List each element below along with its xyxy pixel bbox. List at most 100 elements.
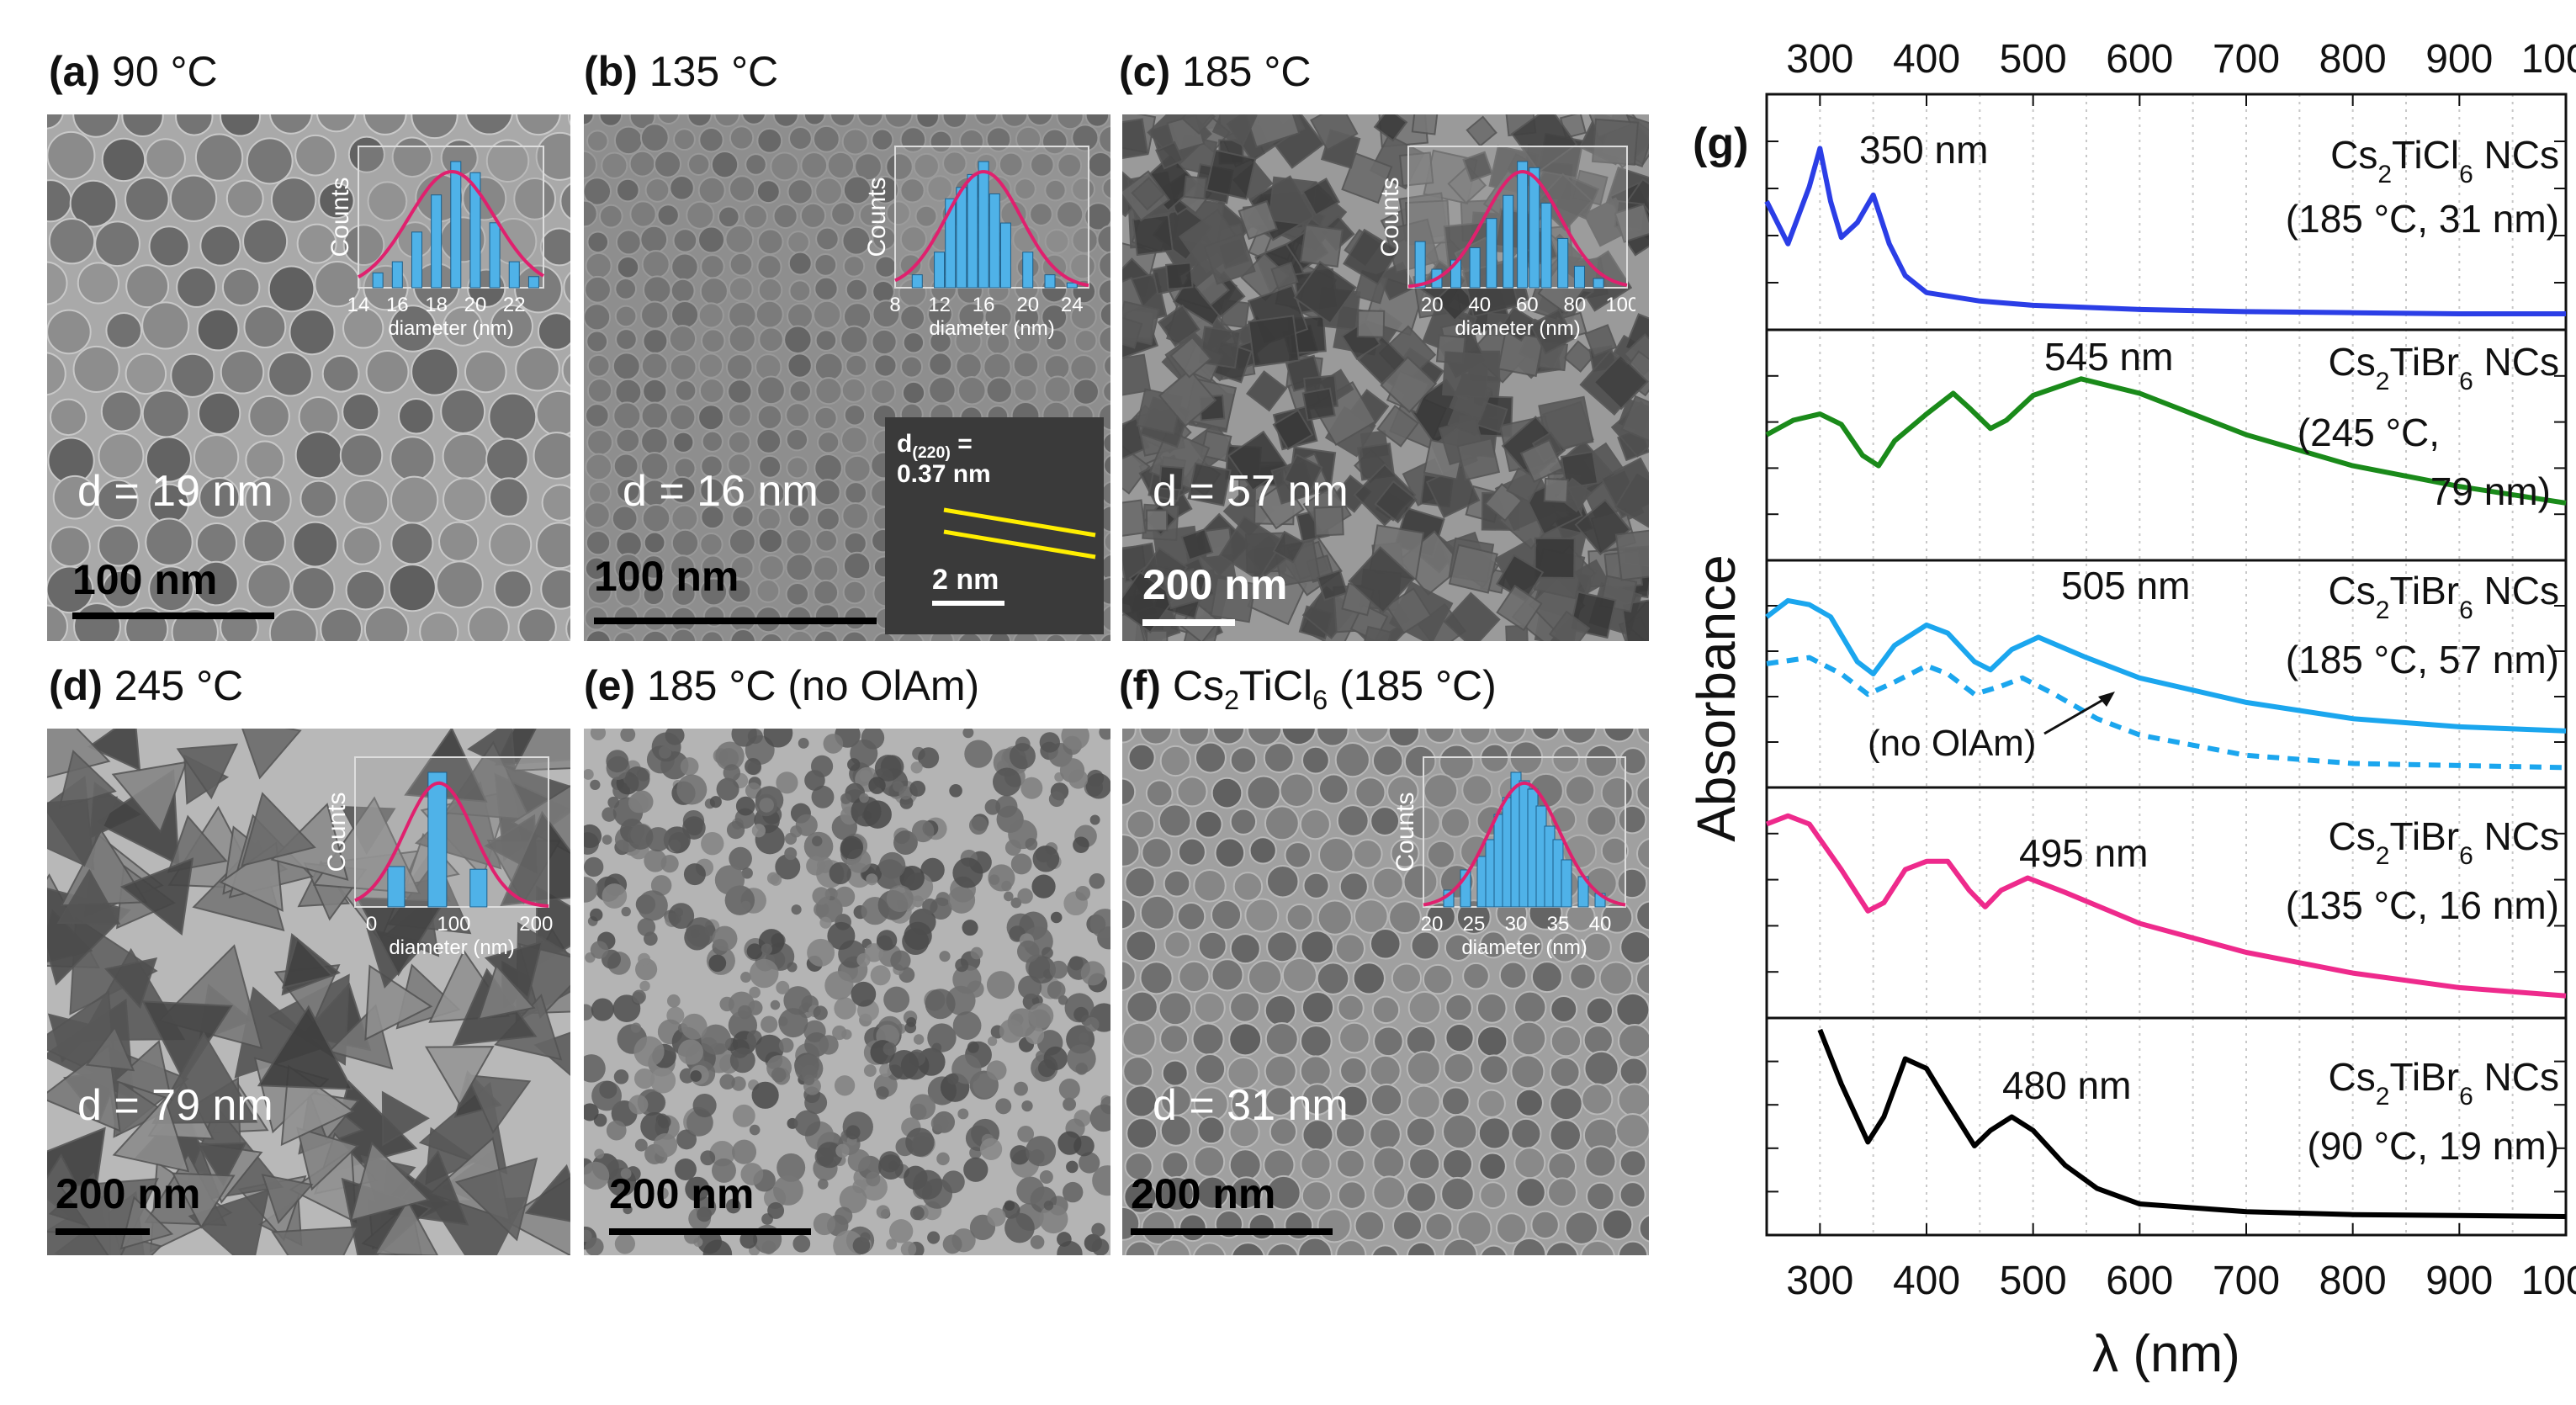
particle: [465, 114, 513, 135]
particle: [1178, 729, 1210, 746]
particle: [197, 1142, 247, 1187]
particle-field: [47, 114, 570, 641]
panel-c-diameter-label: d = 57 nm: [1153, 467, 1349, 516]
particle: [1126, 1117, 1158, 1150]
particle: [1480, 743, 1510, 773]
particle: [1301, 178, 1341, 216]
particle: [1586, 1181, 1615, 1211]
particle: [585, 629, 612, 641]
particle: [1165, 262, 1194, 290]
particle: [732, 1104, 755, 1127]
particle: [818, 1179, 829, 1190]
particle: [628, 824, 654, 850]
x-tick-bottom: 600: [2106, 1259, 2173, 1303]
particle: [662, 1050, 676, 1064]
histogram-bar: [978, 161, 989, 289]
particle: [786, 629, 814, 641]
particle: [1211, 114, 1258, 146]
particle: [835, 886, 856, 907]
particle: [246, 137, 294, 185]
particle: [851, 981, 877, 1007]
particle: [1045, 328, 1068, 352]
particle: [644, 178, 671, 203]
particle: [1462, 151, 1493, 183]
particle: [615, 427, 641, 453]
particle: [493, 570, 533, 608]
particle: [225, 179, 264, 218]
particle: [669, 403, 697, 432]
histogram-tick: 40: [1589, 913, 1612, 936]
x-tick-top: 700: [2213, 37, 2280, 82]
particle: [1354, 729, 1390, 744]
particle: [47, 114, 64, 130]
particle: [584, 1161, 610, 1190]
histogram-bar: [489, 222, 501, 289]
histogram-bar: [469, 868, 488, 908]
particle: [834, 1206, 853, 1225]
particle: [840, 426, 868, 454]
panel-e-letter: (e): [584, 662, 636, 709]
histogram-ylabel: Counts: [323, 792, 351, 872]
histogram-bar: [387, 866, 405, 908]
histogram-bar: [1573, 265, 1585, 289]
particle: [299, 480, 338, 518]
particle: [1354, 777, 1386, 809]
particle: [639, 123, 670, 152]
particle: [840, 835, 864, 859]
particle: [1279, 772, 1315, 808]
particle: [77, 262, 119, 305]
particle: [389, 305, 437, 353]
panel-c-temp: 185 °C: [1182, 48, 1312, 95]
histogram-bar: [1469, 247, 1481, 289]
particle: [1337, 1180, 1367, 1210]
particle: [1476, 993, 1508, 1024]
particle: [1089, 1104, 1110, 1132]
particle: [1316, 962, 1350, 995]
particle: [1047, 980, 1066, 999]
particle: [812, 300, 842, 330]
histogram-bar: [508, 261, 520, 289]
particle: [1456, 899, 1492, 935]
particle: [1284, 1211, 1314, 1240]
particle: [1066, 1160, 1079, 1174]
panel-b-dspacing-value: 0.37 nm: [897, 460, 991, 489]
panel-a-title: (a) 90 °C: [49, 50, 218, 93]
particle: [1131, 177, 1165, 211]
particle: [1440, 1086, 1471, 1116]
particle: [1211, 729, 1246, 745]
particle: [98, 524, 140, 567]
particle: [1079, 1152, 1100, 1174]
particle: [1405, 1181, 1438, 1213]
particle: [1370, 806, 1401, 836]
panel-c-letter: (c): [1119, 48, 1171, 95]
particle: [261, 1174, 314, 1224]
panel-f-particles: [1122, 729, 1649, 1255]
panel-f-tem-image: 20 25 30 35 40 diameter (nm) Counts d = 31 nm …: [1122, 729, 1649, 1255]
particle: [175, 114, 214, 136]
particle: [674, 1158, 697, 1180]
particle: [390, 522, 434, 565]
particle: [584, 1004, 594, 1021]
particle: [729, 252, 754, 277]
particle: [830, 114, 856, 127]
particle: [697, 225, 726, 254]
particle: [1266, 930, 1298, 963]
x-tick-top: 400: [1893, 37, 1960, 82]
particle: [814, 329, 838, 352]
particle: [584, 199, 598, 228]
particle: [621, 906, 631, 917]
particle: [955, 353, 983, 380]
particle: [246, 563, 292, 608]
particle: [289, 309, 336, 356]
particle: [1139, 894, 1175, 930]
particle: [810, 755, 834, 777]
particle: [390, 475, 439, 524]
particle: [1089, 909, 1110, 939]
particle: [819, 1035, 839, 1055]
histogram-tick: 16: [973, 294, 995, 316]
particle: [1369, 1054, 1402, 1087]
particle: [47, 309, 92, 355]
particle: [811, 785, 835, 809]
particle: [198, 391, 241, 435]
particle: [1245, 370, 1288, 412]
